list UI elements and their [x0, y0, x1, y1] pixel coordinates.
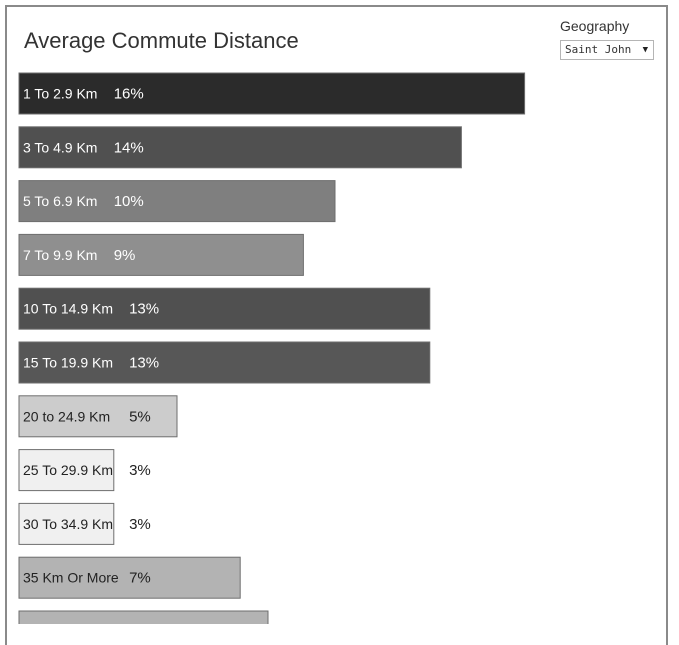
bar-6[interactable] — [18, 341, 431, 384]
bar-category-label: 20 to 24.9 Km — [23, 408, 110, 424]
bar-value-label: 13% — [129, 301, 159, 318]
dashboard-frame — [5, 5, 668, 645]
bar-value-label: 16% — [114, 86, 144, 103]
bar-category-label: 7 To 9.9 Km — [23, 247, 97, 263]
geography-dropdown[interactable]: Saint John ▼ — [560, 40, 654, 60]
bar-category-label: 10 To 14.9 Km — [23, 301, 113, 317]
bar-3[interactable] — [18, 180, 336, 223]
chart-title: Average Commute Distance — [24, 28, 299, 53]
bar-5[interactable] — [18, 287, 431, 330]
bar-category-label: 25 To 29.9 Km — [23, 462, 113, 478]
bar-value-label: 7% — [129, 570, 151, 587]
geography-filter-label: Geography — [560, 18, 630, 34]
bar-category-label: 1 To 2.9 Km — [23, 86, 97, 102]
bar-8[interactable] — [18, 449, 115, 492]
bar-4[interactable] — [18, 233, 304, 276]
bar-value-label: 3% — [129, 516, 151, 533]
bar-value-label: 5% — [129, 408, 151, 425]
bar-value-label: 3% — [129, 462, 151, 479]
bar-category-label: 3 To 4.9 Km — [23, 139, 97, 155]
bar-value-label: 10% — [114, 193, 144, 210]
bar-category-label: 35 Km Or More — [23, 570, 119, 586]
bar-category-label: 30 To 34.9 Km — [23, 516, 113, 532]
chevron-down-icon: ▼ — [642, 45, 648, 55]
commute-distance-bar-chart: 1 To 2.9 Km 16% 3 To 4.9 Km 14% 5 To 6.9 Km 1… — [18, 72, 526, 624]
bar-11[interactable] — [18, 610, 269, 624]
bar-1[interactable] — [18, 72, 526, 115]
bar-value-label: 13% — [129, 355, 159, 372]
bar-value-label: 14% — [114, 139, 144, 156]
bar-9[interactable] — [18, 502, 115, 545]
geography-selected-value: Saint John — [565, 43, 632, 56]
bar-category-label: 5 To 6.9 Km — [23, 193, 97, 209]
bar-value-label: 9% — [114, 247, 136, 264]
bar-category-label: 15 To 19.9 Km — [23, 355, 113, 371]
bar-2[interactable] — [18, 126, 462, 169]
bar-7[interactable] — [18, 395, 178, 438]
bar-10[interactable] — [18, 556, 241, 599]
